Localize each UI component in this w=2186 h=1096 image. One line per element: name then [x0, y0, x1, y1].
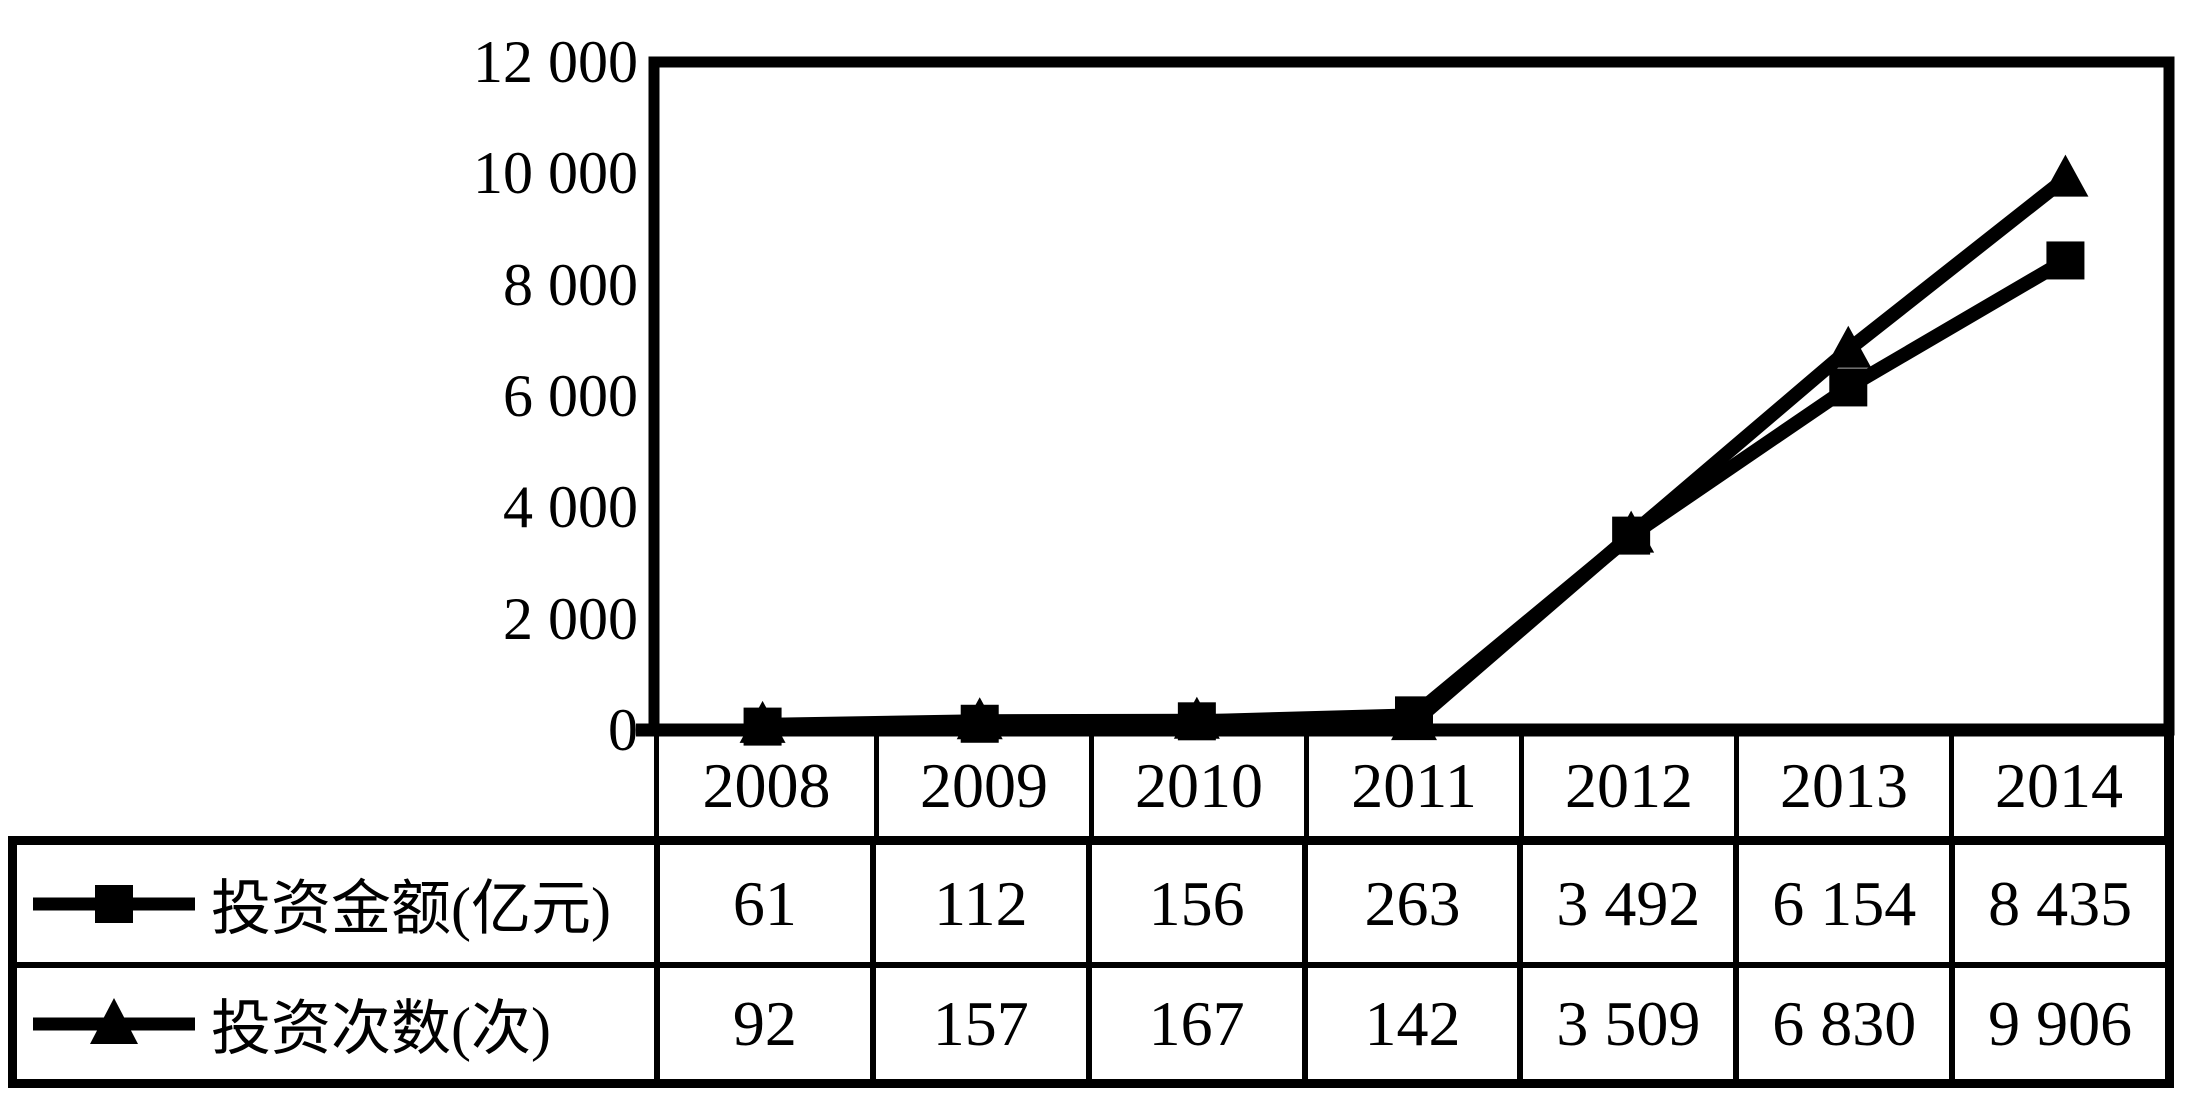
year-column-header: 2012 — [1519, 736, 1734, 836]
y-axis-tick-label: 10 000 — [473, 140, 638, 207]
table-value-cell: 3 492 — [1517, 845, 1733, 962]
y-axis-tick-label: 8 000 — [503, 251, 638, 318]
triangle-data-point-marker — [1608, 510, 1655, 553]
year-column-header: 2009 — [874, 736, 1089, 836]
data-table: 投资金额(亿元) 61 112 156 263 3 492 6 154 8 435 投资次数(次… — [8, 836, 2174, 1088]
table-value-cell: 3 509 — [1517, 962, 1734, 1079]
triangle-data-point-marker — [1173, 696, 1220, 739]
y-axis-tick-label: 12 000 — [473, 29, 638, 95]
triangle-data-point-marker — [2042, 154, 2089, 197]
table-value-cell: 142 — [1301, 962, 1518, 1079]
triangle-data-point-marker — [739, 700, 786, 743]
table-value-cell: 6 830 — [1733, 962, 1950, 1079]
square-data-point-marker — [1829, 368, 1868, 407]
table-value-cell: 157 — [869, 962, 1086, 1079]
series-line-triangle — [762, 173, 2070, 732]
triangle-data-point-marker — [956, 697, 1003, 740]
x-axis-year-row: 2008 2009 2010 2011 2012 2013 2014 — [654, 736, 2174, 836]
year-column-header: 2008 — [702, 750, 831, 821]
year-column-header: 2011 — [1304, 736, 1519, 836]
plot-frame — [648, 56, 2175, 736]
table-value-cell: 8 435 — [1949, 845, 2165, 962]
table-value-cell: 112 — [869, 845, 1086, 962]
table-value-cell: 156 — [1085, 845, 1302, 962]
square-marker-icon — [33, 884, 195, 923]
triangle-marker-icon — [33, 997, 195, 1044]
y-axis-tick-label: 4 000 — [503, 474, 638, 541]
year-column-header: 2010 — [1089, 736, 1304, 836]
year-column-header: 2014 — [1949, 736, 2164, 836]
table-value-cell: 167 — [1085, 962, 1302, 1079]
table-value-cell: 6 154 — [1733, 845, 1949, 962]
table-value-cell: 92 — [654, 962, 870, 1079]
y-axis-tick-label: 6 000 — [503, 363, 638, 429]
table-value-cell: 263 — [1301, 845, 1518, 962]
y-axis-tick-label: 0 — [608, 697, 638, 763]
year-column-header: 2013 — [1734, 736, 1949, 836]
legend-label: 投资金额(亿元) — [211, 876, 611, 942]
triangle-data-point-marker — [1825, 325, 1872, 368]
y-axis-tick-label: 2 000 — [503, 585, 638, 652]
legend-item: 投资金额(亿元) — [17, 845, 654, 962]
legend-item: 投资次数(次) — [17, 962, 654, 1079]
square-data-point-marker — [2046, 241, 2085, 280]
table-value-cell: 9 906 — [1949, 962, 2165, 1079]
table-value-cell: 61 — [654, 845, 870, 962]
triangle-data-point-marker — [1391, 698, 1437, 741]
legend-label: 投资次数(次) — [211, 996, 551, 1062]
